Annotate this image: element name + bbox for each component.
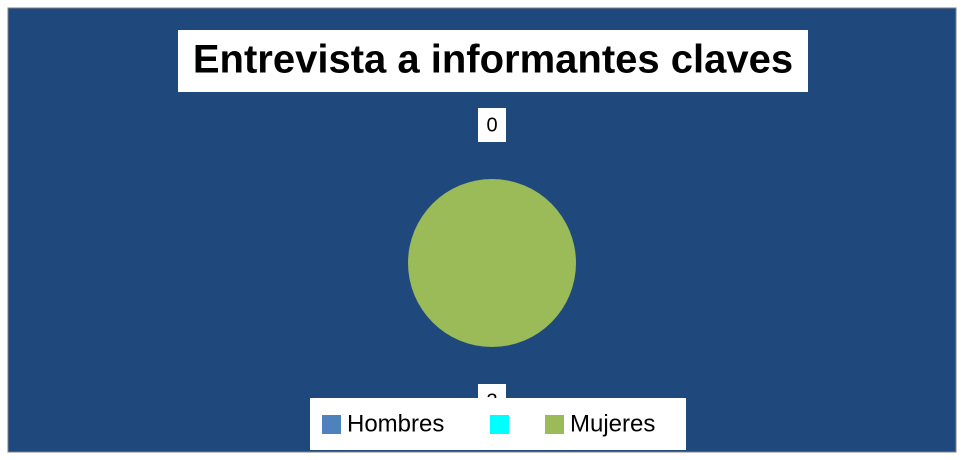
chart-title: Entrevista a informantes claves (193, 38, 793, 82)
data-label: 0 (486, 114, 497, 136)
legend-swatch (490, 415, 509, 434)
legend-swatch (545, 415, 564, 434)
pie-slice (408, 179, 576, 347)
title-box (178, 30, 808, 92)
data-label-box (478, 108, 506, 142)
legend-label: Hombres (347, 410, 444, 437)
legend-label: Mujeres (570, 410, 655, 437)
legend-swatch (322, 415, 341, 434)
